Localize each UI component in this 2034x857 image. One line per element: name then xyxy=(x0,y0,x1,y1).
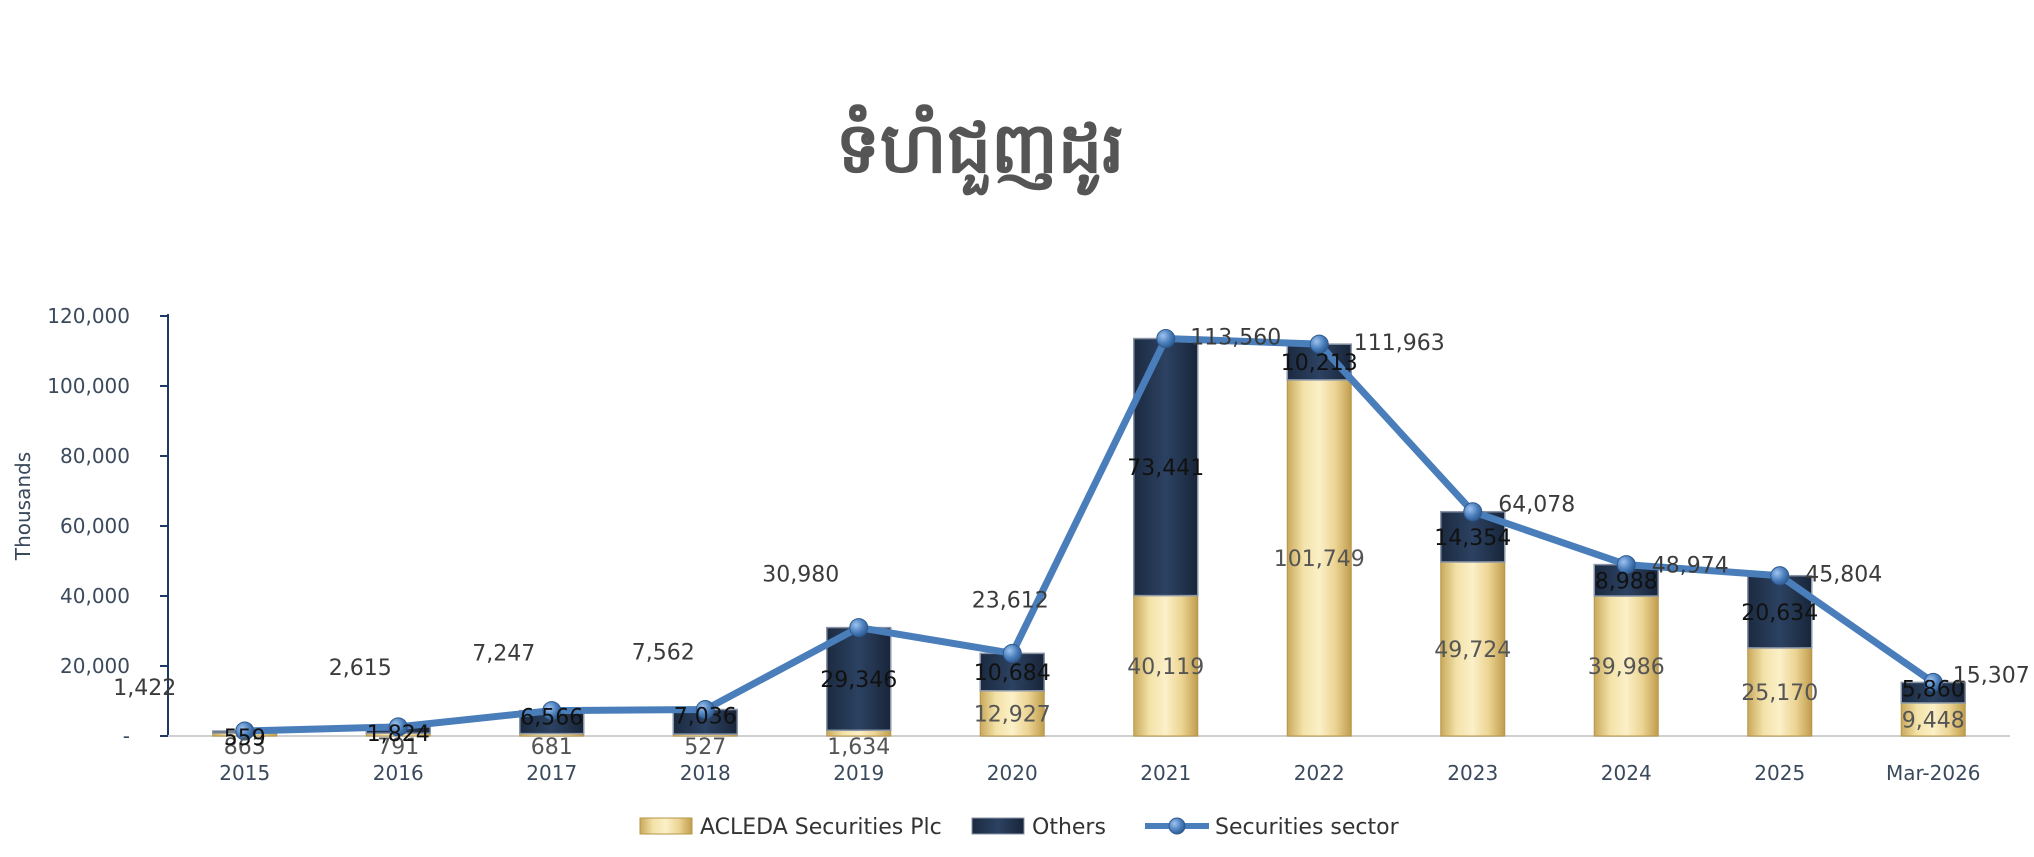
data-label-others: 20,634 xyxy=(1741,601,1818,626)
line-point xyxy=(235,721,255,741)
line-point xyxy=(849,618,869,638)
x-tick-label: 2022 xyxy=(1294,761,1345,785)
bar-acleda xyxy=(1593,595,1659,737)
data-label-others: 6,566 xyxy=(520,706,583,731)
legend-marker-sector xyxy=(1168,817,1186,835)
data-label-others: 7,036 xyxy=(674,705,737,730)
data-label-others: 14,354 xyxy=(1434,526,1511,551)
data-label-acleda: 791 xyxy=(377,735,419,760)
x-tick-label: Mar-2026 xyxy=(1886,761,1981,785)
line-point xyxy=(542,701,562,721)
data-label-sector: 113,560 xyxy=(1190,326,1281,351)
line-point xyxy=(695,700,715,720)
data-label-others: 8,988 xyxy=(1595,569,1658,594)
data-label-others: 5,860 xyxy=(1902,677,1965,702)
line-point xyxy=(1309,334,1329,354)
line-point xyxy=(1463,502,1483,522)
data-label-sector: 111,963 xyxy=(1354,331,1445,356)
data-label-others: 29,346 xyxy=(820,668,897,693)
data-label-acleda: 863 xyxy=(224,735,266,760)
x-tick-label: 2023 xyxy=(1447,761,1498,785)
data-label-others: 10,213 xyxy=(1281,351,1358,376)
data-label-sector: 2,615 xyxy=(329,656,392,681)
data-label-sector: 7,562 xyxy=(632,641,695,666)
data-label-sector: 7,247 xyxy=(472,642,535,667)
data-label-sector: 64,078 xyxy=(1498,493,1575,518)
bar-acleda xyxy=(1440,561,1506,737)
data-label-acleda: 12,927 xyxy=(974,702,1051,727)
line-point xyxy=(1923,672,1943,692)
data-label-others: 559 xyxy=(224,726,266,751)
data-label-others: 1,824 xyxy=(367,722,430,747)
data-label-acleda: 681 xyxy=(531,735,573,760)
data-label-sector: 1,422 xyxy=(113,676,176,701)
y-tick-label: 80,000 xyxy=(60,444,130,468)
data-label-sector: 48,974 xyxy=(1652,554,1729,579)
bar-acleda xyxy=(1747,647,1813,737)
y-tick-label: - xyxy=(123,724,130,748)
y-tick-label: 100,000 xyxy=(47,374,130,398)
bar-acleda xyxy=(1900,702,1966,737)
line-point xyxy=(1156,329,1176,349)
data-label-acleda: 1,634 xyxy=(827,735,890,760)
y-tick-label: 120,000 xyxy=(47,304,130,328)
data-label-others: 10,684 xyxy=(974,661,1051,686)
line-point xyxy=(1616,555,1636,575)
data-label-acleda: 9,448 xyxy=(1902,708,1965,733)
y-tick-label: 60,000 xyxy=(60,514,130,538)
data-label-acleda: 49,724 xyxy=(1434,638,1511,663)
data-label-acleda: 101,749 xyxy=(1274,547,1365,572)
data-label-sector: 23,612 xyxy=(972,588,1049,613)
y-tick-label: 40,000 xyxy=(60,584,130,608)
bar-acleda xyxy=(1133,595,1199,737)
y-axis-title: Thousands xyxy=(11,452,35,561)
bar-acleda xyxy=(1286,379,1352,737)
x-tick-label: 2016 xyxy=(373,761,424,785)
legend-swatch-others xyxy=(971,817,1025,835)
x-tick-label: 2017 xyxy=(526,761,577,785)
x-tick-label: 2019 xyxy=(833,761,884,785)
data-label-acleda: 527 xyxy=(684,735,726,760)
bar-acleda xyxy=(979,690,1045,737)
bar-others xyxy=(826,626,892,732)
line-point xyxy=(1770,566,1790,586)
x-tick-label: 2025 xyxy=(1754,761,1805,785)
line-securities-sector xyxy=(244,335,1936,735)
legend-swatch-acleda xyxy=(639,817,693,835)
x-tick-label: 2015 xyxy=(219,761,270,785)
data-label-acleda: 40,119 xyxy=(1127,655,1204,680)
data-label-others: 73,441 xyxy=(1127,456,1204,481)
x-tick-label: 2021 xyxy=(1140,761,1191,785)
data-label-sector: 45,804 xyxy=(1805,563,1882,588)
legend-label-acleda: ACLEDA Securities Plc xyxy=(700,815,942,840)
chart-title: ទំហំជួញដូរ xyxy=(835,107,1125,189)
x-tick-label: 2018 xyxy=(680,761,731,785)
data-label-acleda: 25,170 xyxy=(1741,681,1818,706)
y-tick-label: 20,000 xyxy=(60,654,130,678)
data-label-sector: 15,307 xyxy=(1953,663,2030,688)
legend-label-sector: Securities sector xyxy=(1215,815,1400,840)
x-tick-label: 2024 xyxy=(1601,761,1652,785)
x-tick-label: 2020 xyxy=(987,761,1038,785)
line-point xyxy=(388,717,408,737)
data-label-acleda: 39,986 xyxy=(1588,655,1665,680)
line-point xyxy=(1002,643,1022,663)
data-label-sector: 30,980 xyxy=(762,563,839,588)
legend-label-others: Others xyxy=(1032,815,1106,840)
